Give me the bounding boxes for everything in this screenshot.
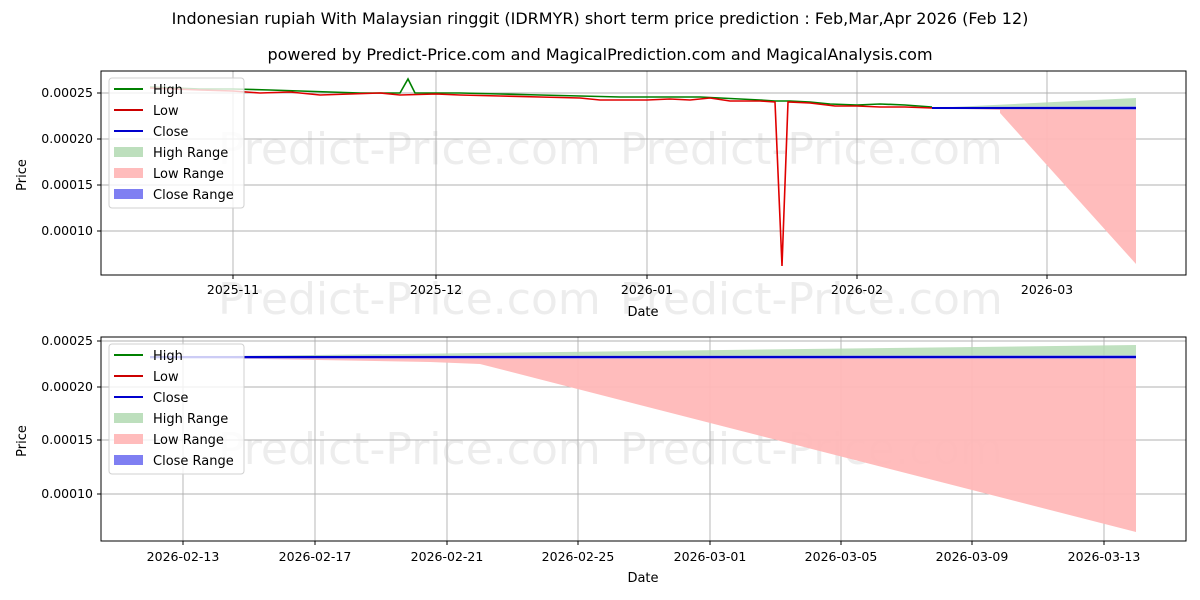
x-tick-label: 2026-03-13 [1068, 549, 1141, 564]
x-tick-label: 2026-03-09 [936, 549, 1009, 564]
legend-close-range-swatch [114, 189, 143, 199]
legend-high-range-swatch [114, 413, 143, 423]
x-tick-label: 2026-03 [1021, 282, 1073, 297]
legend-low-range-swatch [114, 168, 143, 178]
watermark: Predict-Price.com [620, 124, 1003, 175]
legend: High Low Close High Range Low Range Clos… [108, 343, 245, 475]
watermark: Predict-Price.com [218, 274, 601, 325]
y-axis-label: Price [15, 159, 30, 191]
x-axis-label: Date [627, 305, 658, 320]
legend-label: Close Range [153, 188, 234, 203]
bottom-chart: Predict-Price.com Predict-Price.com [15, 333, 1187, 586]
low-line [149, 87, 933, 267]
chart-subtitle: powered by Predict-Price.com and Magical… [267, 45, 933, 64]
x-axis-label: Date [627, 571, 658, 586]
legend-label: High [153, 83, 183, 98]
top-chart: Predict-Price.com Predict-Price.com Pred… [15, 70, 1187, 325]
x-tick-label: 2026-02-21 [411, 549, 484, 564]
legend-label: Low Range [153, 433, 224, 448]
watermark: Predict-Price.com [218, 124, 601, 175]
legend-label: Low [153, 370, 179, 385]
top-axes-frame [100, 70, 1187, 276]
x-tick-label: 2026-01 [621, 282, 673, 297]
watermark: Predict-Price.com [218, 424, 601, 475]
y-tick-label: 0.00010 [41, 486, 93, 501]
legend-label: Close [153, 125, 188, 140]
high-line [149, 77, 933, 108]
x-tick-label: 2026-03-05 [805, 549, 878, 564]
legend-label: High Range [153, 146, 228, 161]
y-tick-label: 0.00015 [41, 432, 93, 447]
bottom-axes-frame [100, 336, 1187, 542]
high-range-area [932, 98, 1136, 108]
y-tick-label: 0.00010 [41, 223, 93, 238]
x-tick-label: 2025-12 [410, 282, 462, 297]
x-tick-label: 2026-02 [831, 282, 883, 297]
legend-label: Low Range [153, 167, 224, 182]
y-tick-label: 0.00020 [41, 379, 93, 394]
y-axis-label: Price [15, 425, 30, 457]
chart-title: Indonesian rupiah With Malaysian ringgit… [171, 9, 1029, 28]
x-tick-label: 2026-02-13 [147, 549, 220, 564]
legend-label: Low [153, 104, 179, 119]
y-tick-label: 0.00025 [41, 85, 93, 100]
watermark: Predict-Price.com [620, 274, 1003, 325]
legend-label: High [153, 349, 183, 364]
x-tick-label: 2026-03-01 [674, 549, 747, 564]
low-range-area [150, 357, 1136, 532]
x-tick-label: 2026-02-25 [542, 549, 615, 564]
legend-high-range-swatch [114, 147, 143, 157]
legend: High Low Close High Range Low Range Clos… [108, 77, 245, 209]
y-tick-label: 0.00015 [41, 177, 93, 192]
legend-label: Close Range [153, 454, 234, 469]
y-tick-label: 0.00020 [41, 131, 93, 146]
legend-label: Close [153, 391, 188, 406]
y-tick-label: 0.00025 [41, 333, 93, 348]
legend-low-range-swatch [114, 434, 143, 444]
legend-close-range-swatch [114, 455, 143, 465]
legend-label: High Range [153, 412, 228, 427]
high-range-area [150, 345, 1136, 357]
x-tick-label: 2026-02-17 [279, 549, 352, 564]
x-tick-label: 2025-11 [207, 282, 259, 297]
low-range-area [932, 108, 1136, 264]
